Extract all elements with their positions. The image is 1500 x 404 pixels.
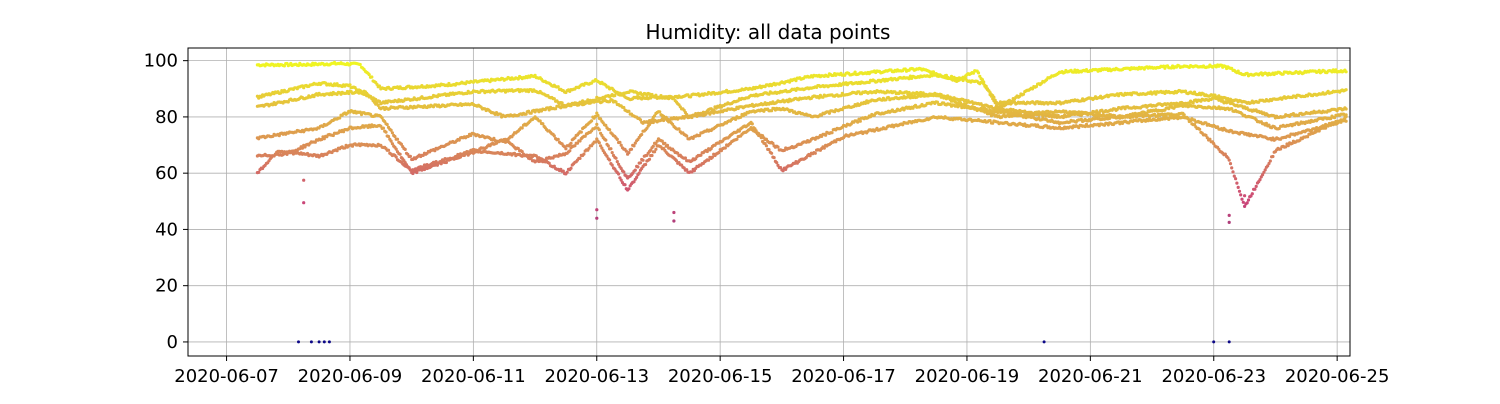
data-point [641,159,644,162]
data-point [569,167,572,170]
data-point [607,144,610,147]
data-point [399,153,402,156]
data-point [770,152,773,155]
data-point [521,126,524,129]
data-point [1345,88,1348,91]
data-point [724,146,727,149]
data-point [814,152,817,155]
data-point [378,84,381,87]
data-point [359,63,362,66]
data-point [590,119,593,122]
data-point [596,114,599,117]
data-point [598,141,601,144]
data-point [617,172,620,175]
data-point [566,171,569,174]
data-point [648,158,651,161]
data-point [611,164,614,167]
data-point [623,183,626,186]
data-point [608,128,611,131]
data-point [1186,117,1189,120]
data-point [977,71,980,74]
data-point [580,131,583,134]
data-point [650,154,653,157]
data-point [685,134,688,137]
data-point [1345,107,1348,110]
data-point [622,170,625,173]
data-point [634,169,637,172]
data-point [608,158,611,161]
data-point [630,148,633,151]
data-point [409,155,412,158]
data-point [632,144,635,147]
data-point [658,110,661,113]
data-point [370,75,373,78]
data-point [618,141,621,144]
data-point [644,163,647,166]
data-point [257,171,260,174]
data-point [564,147,567,150]
data-point [582,153,585,156]
data-point [382,127,385,130]
data-point [1189,119,1192,122]
data-point [1198,128,1201,131]
data-point [665,116,668,119]
data-point [765,144,768,147]
data-point [751,122,754,125]
data-point [338,116,341,119]
data-point [611,151,614,154]
data-point [830,131,833,134]
data-point [654,148,657,151]
data-point [604,139,607,142]
data-point [707,159,710,162]
data-point [773,156,776,159]
data-point [595,123,598,126]
data-point [598,128,601,131]
chart-title: Humidity: all data points [646,20,891,44]
data-point [445,161,448,164]
data-point [677,127,680,130]
data-point [557,138,560,141]
data-point [386,123,389,126]
data-point [652,145,655,148]
data-point [663,142,666,145]
data-point [396,138,399,141]
data-point [640,133,643,136]
data-point [1345,70,1348,73]
data-point [1183,113,1186,116]
data-point [638,172,641,175]
data-point [387,149,390,152]
data-point [568,149,571,152]
data-point [578,157,581,160]
data-point [616,138,619,141]
data-point [649,121,652,124]
data-point [775,161,778,164]
data-point [614,157,617,160]
data-point [639,161,642,164]
data-point [627,187,630,190]
data-point [609,147,612,150]
data-point [627,110,630,113]
data-point [404,148,407,151]
data-point [636,165,639,168]
data-point [384,131,387,134]
data-point [348,83,351,86]
data-point [776,145,779,148]
data-point [992,96,995,99]
data-point [627,151,630,154]
data-point [569,142,572,145]
data-point [824,134,827,137]
data-point [859,120,862,123]
data-points [256,61,1348,344]
